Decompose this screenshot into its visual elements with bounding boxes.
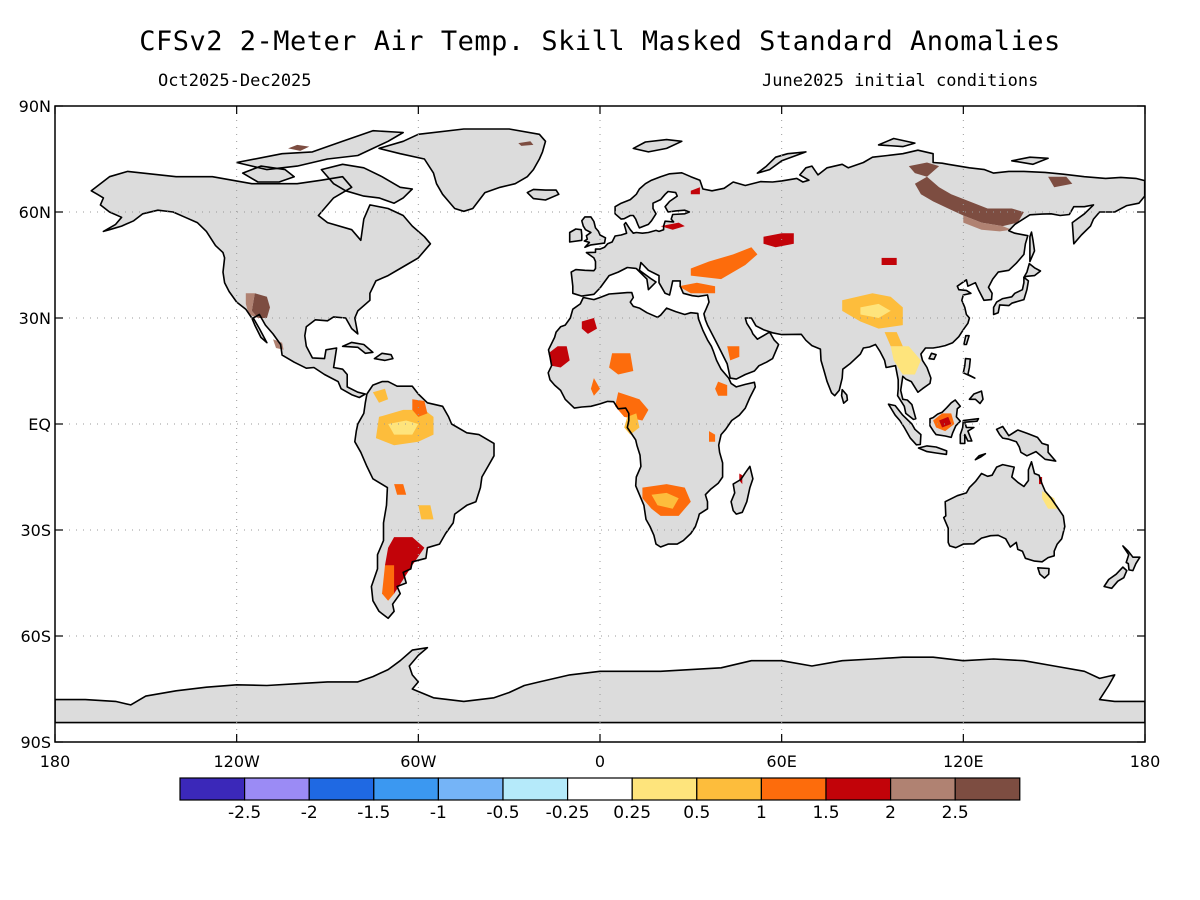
lat-tick-label: 30N bbox=[19, 309, 51, 328]
legend-swatch bbox=[438, 778, 503, 800]
legend-label: 0.25 bbox=[613, 803, 651, 823]
legend-label: 2.5 bbox=[942, 803, 969, 823]
legend-label: -1 bbox=[430, 803, 447, 823]
lon-tick-label: 60E bbox=[766, 752, 796, 771]
legend-label: -1.5 bbox=[357, 803, 390, 823]
legend-swatch bbox=[309, 778, 374, 800]
legend-label: -0.25 bbox=[546, 803, 590, 823]
lon-tick-label: 60W bbox=[400, 752, 436, 771]
lat-tick-label: 30S bbox=[20, 521, 51, 540]
legend-swatch bbox=[632, 778, 697, 800]
legend-swatch bbox=[955, 778, 1020, 800]
lon-tick-label: 0 bbox=[595, 752, 605, 771]
lat-tick-label: 90N bbox=[19, 97, 51, 116]
lon-tick-label: 120E bbox=[943, 752, 984, 771]
lon-tick-label: 120W bbox=[213, 752, 260, 771]
legend-swatch bbox=[826, 778, 891, 800]
legend-label: -2.5 bbox=[228, 803, 261, 823]
legend-label: 1 bbox=[756, 803, 767, 823]
anomaly-patch-mongolia bbox=[882, 258, 897, 265]
legend-swatch bbox=[568, 778, 633, 800]
color-legend: -2.5 -2 -1.5 -1 -0.5 -0.25 0.25 0.5 1 1.5 2 2.5 bbox=[180, 778, 1020, 823]
legend-swatch bbox=[697, 778, 762, 800]
legend-swatch bbox=[503, 778, 568, 800]
legend-swatch bbox=[245, 778, 310, 800]
legend-label: 1.5 bbox=[812, 803, 839, 823]
legend-swatch bbox=[374, 778, 439, 800]
legend-label: 0.5 bbox=[683, 803, 710, 823]
legend-swatch bbox=[891, 778, 956, 800]
legend-swatch bbox=[180, 778, 245, 800]
lat-tick-label: 60N bbox=[19, 203, 51, 222]
lat-tick-label: 90S bbox=[20, 733, 51, 752]
legend-label: 2 bbox=[885, 803, 896, 823]
lon-tick-label: 180 bbox=[40, 752, 71, 771]
legend-label: -2 bbox=[301, 803, 318, 823]
lat-tick-label: 60S bbox=[20, 627, 51, 646]
lon-tick-label: 180 bbox=[1130, 752, 1161, 771]
legend-label: -0.5 bbox=[486, 803, 519, 823]
lat-tick-label: EQ bbox=[28, 415, 51, 434]
legend-swatch bbox=[761, 778, 826, 800]
